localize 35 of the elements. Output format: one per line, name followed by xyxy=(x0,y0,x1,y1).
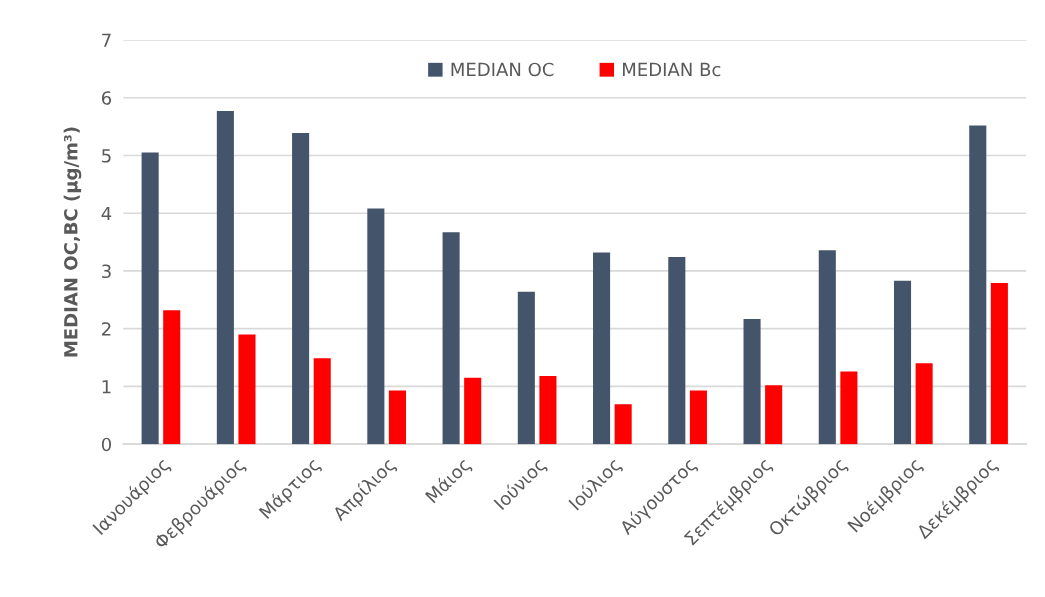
bar xyxy=(216,111,234,445)
bar xyxy=(969,125,987,445)
bar xyxy=(367,208,385,445)
bar xyxy=(893,280,912,445)
bar xyxy=(743,318,761,445)
bar xyxy=(464,377,482,445)
bar xyxy=(292,132,310,445)
bar xyxy=(614,404,632,445)
bar xyxy=(163,310,181,445)
y-tick-label: 6 xyxy=(101,91,112,105)
bar xyxy=(990,283,1008,445)
y-tick-label: 7 xyxy=(102,33,111,47)
bar xyxy=(313,358,331,445)
y-axis-title: MEDIAN OC,BC (μg/m³) xyxy=(63,127,82,357)
y-tick-label: 4 xyxy=(101,206,112,221)
y-tick-label: 2 xyxy=(102,322,111,336)
y-tick-label: 3 xyxy=(102,264,111,279)
legend-label: MEDIAN OC xyxy=(451,62,554,77)
bar xyxy=(442,232,460,445)
bar xyxy=(238,334,256,445)
bar xyxy=(141,152,159,445)
bar xyxy=(593,252,611,445)
legend-label: MEDIAN Bc xyxy=(623,62,721,77)
bar xyxy=(818,250,836,445)
bar xyxy=(689,390,707,445)
bar xyxy=(668,257,686,445)
bar xyxy=(765,385,783,445)
bar xyxy=(840,371,858,445)
bar xyxy=(539,376,557,445)
y-tick-label: 1 xyxy=(102,380,111,394)
bar xyxy=(915,363,933,445)
bar xyxy=(517,291,535,445)
y-tick-label: 5 xyxy=(102,149,111,163)
y-tick-label: 0 xyxy=(101,437,111,452)
bar xyxy=(388,390,406,445)
